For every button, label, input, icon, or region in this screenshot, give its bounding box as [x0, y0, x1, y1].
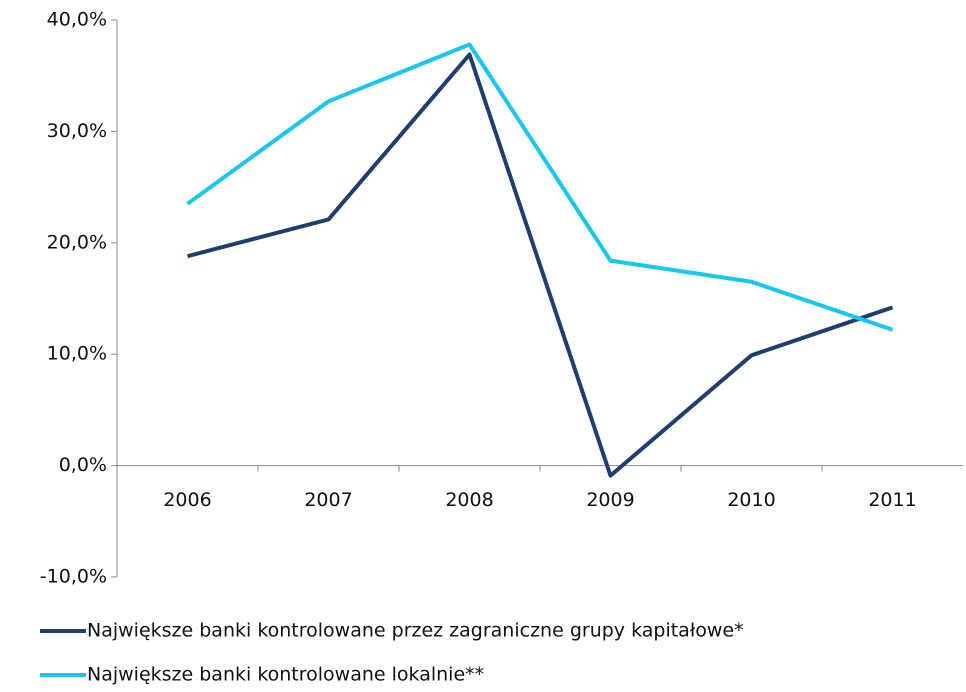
series-line [186, 42, 894, 332]
y-tick-label: 20,0% [47, 231, 107, 253]
y-tick-label: 40,0% [47, 9, 107, 31]
x-tick-label: 2009 [586, 489, 634, 511]
x-tick-label: 2006 [163, 489, 211, 511]
legend-label: Największe banki kontrolowane przez zagr… [87, 620, 744, 642]
x-tick-label: 2011 [868, 489, 916, 511]
x-tick-label: 2008 [445, 489, 493, 511]
y-tick-label: 10,0% [47, 343, 107, 365]
x-tick-label: 2007 [304, 489, 352, 511]
legend-label: Największe banki kontrolowane lokalnie** [87, 664, 484, 686]
x-tick-label: 2010 [727, 489, 775, 511]
series-line [186, 52, 894, 478]
y-tick-label: 30,0% [47, 120, 107, 142]
y-tick-label: 0,0% [59, 454, 107, 476]
y-tick-label: -10,0% [40, 566, 107, 588]
